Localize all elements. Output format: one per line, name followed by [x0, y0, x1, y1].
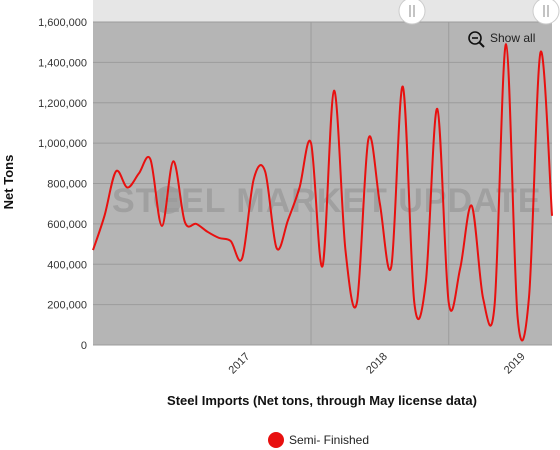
- navigator-handle-right[interactable]: [532, 0, 560, 25]
- y-tick-label: 0: [81, 340, 87, 352]
- y-tick-label: 800,000: [47, 179, 87, 191]
- legend-label: Semi- Finished: [289, 433, 369, 447]
- zoom-out-icon: [468, 31, 485, 48]
- x-tick-label: 2018: [364, 351, 390, 377]
- x-axis-title: Steel Imports (Net tons, through May lic…: [167, 393, 477, 408]
- y-tick-label: 200,000: [47, 300, 87, 312]
- show-all-button[interactable]: Show all: [468, 31, 535, 48]
- legend-marker: [268, 432, 284, 448]
- x-tick-label: 2017: [226, 351, 252, 377]
- y-tick-label: 1,400,000: [38, 57, 87, 69]
- y-axis: 0 200,000 400,000 600,000 800,000 1,000,000 1,…: [38, 17, 87, 352]
- navigator-strip[interactable]: [93, 0, 552, 22]
- navigator-handle-left[interactable]: [398, 0, 426, 25]
- legend[interactable]: Semi- Finished: [268, 432, 369, 448]
- series-line-semi-finished: [92, 43, 553, 342]
- x-tick-label: 2019: [502, 351, 528, 377]
- y-tick-label: 600,000: [47, 219, 87, 231]
- y-tick-label: 1,600,000: [38, 17, 87, 29]
- y-tick-label: 1,000,000: [38, 138, 87, 150]
- y-axis-title: Net Tons: [1, 155, 16, 210]
- show-all-label: Show all: [490, 31, 535, 45]
- x-axis: 2017 2018 2019: [226, 351, 527, 377]
- y-tick-label: 400,000: [47, 259, 87, 271]
- y-tick-label: 1,200,000: [38, 98, 87, 110]
